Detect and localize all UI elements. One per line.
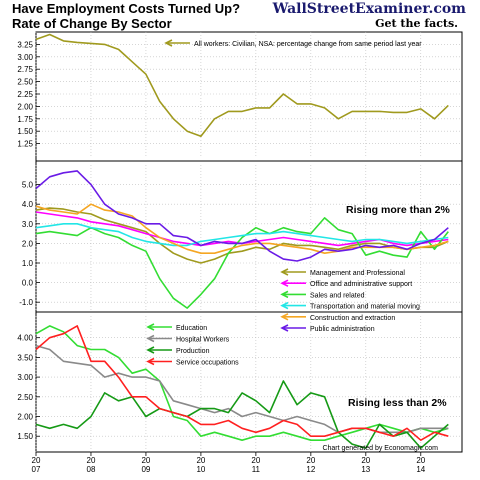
y-tick-label: -1.0 <box>19 298 33 307</box>
y-tick-label: 2.00 <box>17 413 33 422</box>
legend-label: Construction and extraction <box>310 315 395 322</box>
y-tick-label: 1.50 <box>17 127 33 136</box>
legend-arrow-icon <box>280 290 289 299</box>
legend-arrow-icon <box>164 39 173 47</box>
legend-label: Hospital Workers <box>176 337 230 344</box>
x-tick-label: 20 <box>251 456 260 465</box>
y-tick-label: 3.50 <box>17 353 33 362</box>
y-tick-label: 3.00 <box>17 53 33 62</box>
legend-arrow-icon <box>146 346 155 354</box>
x-tick-label: 09 <box>141 465 150 474</box>
legend-label: Service occupations <box>176 360 239 367</box>
series-line <box>35 217 449 309</box>
legend-arrow-icon <box>280 324 289 332</box>
x-tick-label: 12 <box>306 465 315 474</box>
annotation-rising-more: Rising more than 2% <box>346 204 451 216</box>
y-tick-label: 3.00 <box>17 373 33 382</box>
legend-arrow-icon <box>146 323 155 331</box>
y-tick-label: 1.75 <box>17 115 33 124</box>
legend-arrow-icon <box>280 268 289 276</box>
x-tick-label: 20 <box>361 456 370 465</box>
legend-arrow-icon <box>280 313 289 321</box>
chart-header: Have Employment Costs Turned Up? Rate of… <box>0 0 480 32</box>
series-line <box>35 223 449 247</box>
y-tick-label: 4.00 <box>17 334 33 343</box>
annotation-rising-less: Rising less than 2% <box>348 397 447 409</box>
x-tick-label: 20 <box>196 456 205 465</box>
legend-arrow-icon <box>146 357 155 366</box>
x-tick-label: 20 <box>306 456 315 465</box>
y-tick-label: 2.50 <box>17 393 33 402</box>
brand-logo: WallStreetExaminer.com <box>272 1 466 17</box>
y-tick-label: 1.50 <box>17 432 33 441</box>
x-tick-label: 14 <box>416 465 425 474</box>
y-tick-label: 3.0 <box>22 220 34 229</box>
legend-label: Transportation and material moving <box>310 304 420 311</box>
ticks-layer: 3.25 3.00 2.75 2.50 2.25 2.00 1.75 1.50 1.25 5.0 4… <box>17 40 425 474</box>
series-line <box>35 344 449 434</box>
series-line <box>35 325 449 442</box>
x-tick-label: 10 <box>196 465 205 474</box>
legend-label: All workers: Civilian, NSA: percentage c… <box>194 41 422 48</box>
x-tick-label: 08 <box>87 465 96 474</box>
chart-subtitle: Rate of Change By Sector <box>12 16 172 31</box>
legend-label: Office and administrative support <box>310 281 412 288</box>
series-line <box>35 207 449 264</box>
series-line <box>35 325 449 442</box>
x-tick-label: 20 <box>141 456 150 465</box>
y-tick-label: 0.0 <box>22 279 34 288</box>
chart-credit: Chart generated by Economagic.com <box>322 445 438 452</box>
y-tick-label: 5.0 <box>22 181 34 190</box>
chart-title: Have Employment Costs Turned Up? <box>12 1 241 16</box>
brand-tagline: Get the facts. <box>375 17 458 30</box>
legend-label: Public administration <box>310 326 375 333</box>
x-tick-label: 11 <box>252 465 261 474</box>
y-tick-label: 2.0 <box>22 239 34 248</box>
y-tick-label: 2.75 <box>17 65 33 74</box>
x-tick-label: 20 <box>32 456 41 465</box>
series-line <box>35 380 449 449</box>
x-tick-label: 20 <box>416 456 425 465</box>
y-tick-label: 2.00 <box>17 102 33 111</box>
y-tick-label: 3.25 <box>17 40 33 49</box>
y-tick-label: 2.25 <box>17 90 33 99</box>
legend-arrow-icon <box>280 279 289 287</box>
series-line <box>35 170 449 262</box>
panels-layer <box>35 31 463 453</box>
x-tick-label: 13 <box>361 465 370 474</box>
legend-label: Education <box>176 325 207 332</box>
x-tick-label: 20 <box>87 456 96 465</box>
legend-arrow-icon <box>280 301 289 310</box>
series-layer <box>35 33 449 449</box>
y-tick-label: 1.25 <box>17 140 33 149</box>
legend-layer: All workers: Civilian, NSA: percentage c… <box>146 39 422 367</box>
y-tick-label: 2.50 <box>17 78 33 87</box>
legend-label: Production <box>176 348 210 355</box>
y-tick-label: 1.0 <box>22 259 34 268</box>
legend-arrow-icon <box>146 334 155 343</box>
plot-frame <box>35 31 463 453</box>
y-tick-label: 4.0 <box>22 200 34 209</box>
annotation-layer: Rising more than 2% Rising less than 2% Ch… <box>322 204 450 452</box>
x-tick-label: 07 <box>32 465 41 474</box>
series-line <box>35 33 449 137</box>
legend-label: Sales and related <box>310 292 365 299</box>
legend-label: Management and Professional <box>310 270 405 277</box>
grid-layer <box>35 32 462 452</box>
